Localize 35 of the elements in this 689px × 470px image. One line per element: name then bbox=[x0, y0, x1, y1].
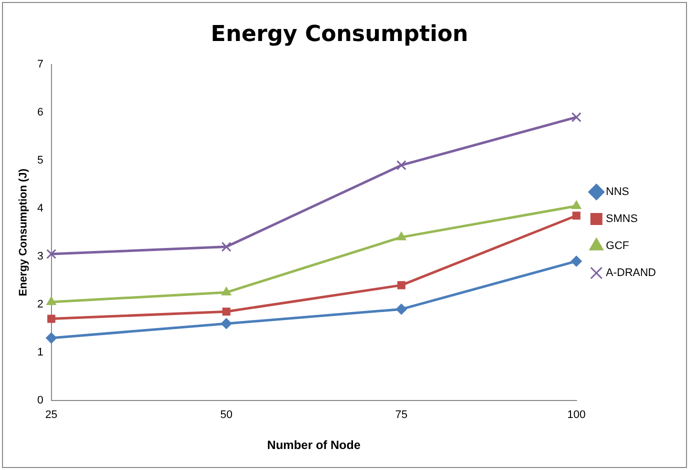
y-tick-label: 5 bbox=[37, 154, 44, 166]
point bbox=[396, 160, 406, 170]
y-tick-label: 6 bbox=[37, 106, 44, 118]
x-tick-label: 100 bbox=[567, 409, 586, 422]
y-tick-label: 7 bbox=[37, 58, 44, 70]
y-tick-label: 1 bbox=[37, 346, 44, 358]
point bbox=[220, 318, 232, 330]
point bbox=[570, 256, 582, 267]
point bbox=[222, 308, 230, 316]
x-tick-label: 50 bbox=[220, 409, 232, 422]
point bbox=[396, 232, 406, 240]
point bbox=[397, 281, 406, 290]
legend-label: NNS bbox=[606, 186, 630, 198]
x-tick-label: 75 bbox=[395, 409, 408, 422]
y-tick-label: 2 bbox=[37, 298, 44, 310]
legend-label: SMNS bbox=[606, 213, 638, 226]
point bbox=[571, 112, 582, 122]
point bbox=[221, 242, 232, 252]
y-tick-label: 0 bbox=[37, 394, 44, 406]
legend-label: GCF bbox=[606, 240, 630, 252]
point bbox=[46, 296, 56, 305]
y-tick-label: 3 bbox=[37, 250, 44, 262]
point bbox=[46, 332, 57, 344]
chart-title: Energy Consumption bbox=[210, 22, 468, 47]
point bbox=[572, 200, 582, 209]
point bbox=[572, 212, 580, 220]
x-tick-label: 25 bbox=[45, 409, 58, 422]
y-tick-label: 4 bbox=[37, 202, 44, 214]
point bbox=[396, 304, 407, 315]
point bbox=[222, 286, 232, 296]
x-axis-title: Number of Node bbox=[267, 438, 361, 452]
point bbox=[46, 249, 56, 259]
y-axis-title: Energy Consumption (J) bbox=[18, 168, 30, 296]
point bbox=[47, 314, 56, 323]
legend-label: A-DRAND bbox=[606, 267, 656, 280]
